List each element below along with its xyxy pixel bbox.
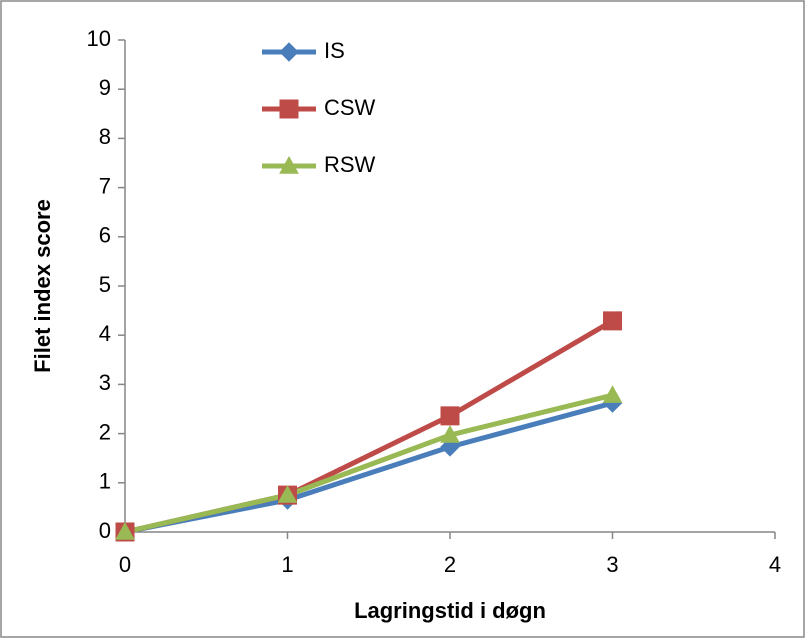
x-tick-label: 0 [119,552,131,577]
series-line [124,392,614,535]
marker [279,155,299,174]
y-tick-label: 3 [99,370,111,395]
x-tick-label: 2 [444,552,456,577]
y-tick-label: 6 [99,223,111,248]
marker [115,521,135,540]
marker [440,406,460,426]
marker [440,425,460,443]
y-tick-label: 0 [99,518,111,543]
marker [279,42,299,62]
y-tick-label: 8 [99,124,111,149]
y-axis-label: Filet index score [30,199,55,373]
marker [603,311,622,331]
y-tick-label: 4 [99,321,111,346]
x-tick-label: 3 [606,552,618,577]
marker [279,99,299,119]
y-tick-label: 1 [99,469,111,494]
legend-label: IS [324,38,345,63]
y-tick-label: 2 [99,419,111,444]
y-tick-label: 5 [99,272,111,297]
legend-label: CSW [324,95,376,120]
y-tick-label: 9 [99,75,111,100]
x-axis-label: Lagringstid i døgn [354,598,546,623]
legend-label: RSW [324,152,376,177]
x-tick-label: 1 [281,552,293,577]
x-tick-label: 4 [769,552,781,577]
y-tick-label: 7 [99,173,111,198]
y-tick-label: 10 [87,26,111,51]
marker [277,485,298,503]
marker [602,385,623,403]
